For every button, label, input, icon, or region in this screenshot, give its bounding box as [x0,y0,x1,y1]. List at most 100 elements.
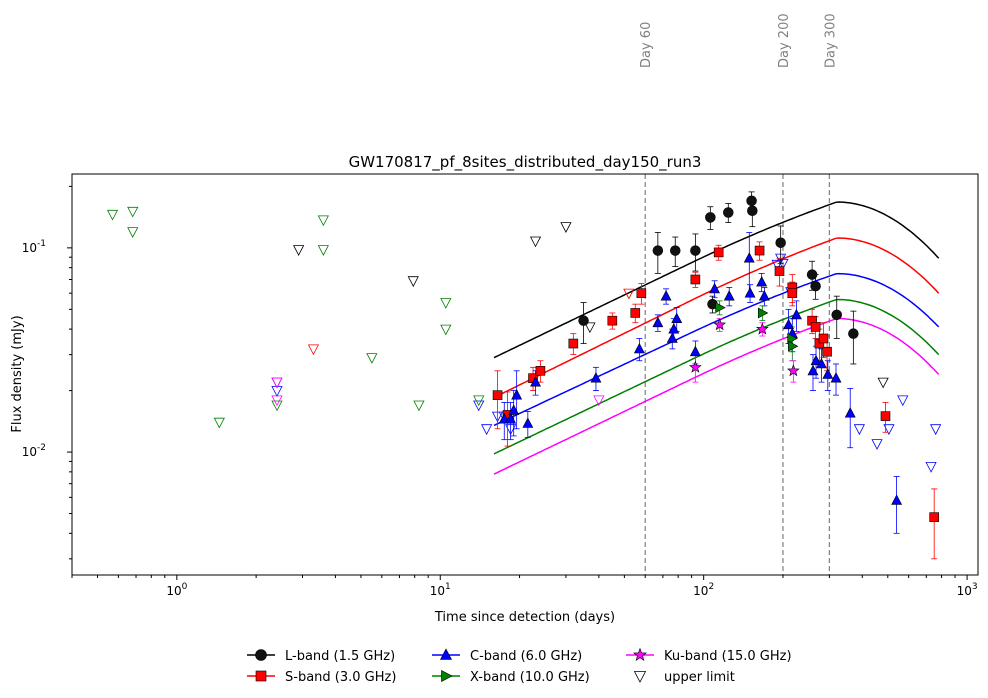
upper-limit-marker [593,395,605,407]
upper-limit-marker [271,377,283,389]
data-point [713,318,727,331]
upper-limit-marker [871,439,883,450]
chart-title: GW170817_pf_8sites_distributed_day150_ru… [349,153,702,172]
data-point [666,332,678,343]
upper-limit-marker [366,353,378,364]
data-point [705,212,716,223]
y-tick-label: 10-1 [22,239,46,255]
y-tick-label: 10-2 [22,443,46,459]
data-point [746,195,757,207]
data-point [807,364,819,376]
upper-limit-marker [877,377,889,389]
y-axis: 10-2 10-1 [22,185,72,560]
legend-marker [440,648,452,660]
vline-label: Day 300 [823,13,838,68]
data-point [660,290,672,301]
x-axis: 100 101 102 103 [71,575,978,598]
data-point [831,309,842,321]
data-point [810,354,822,366]
data-point [492,390,503,400]
data-point [806,269,818,280]
upper-limit-marker [307,344,320,356]
data-point [669,245,681,256]
data-point [689,345,701,357]
data-point [848,328,859,339]
upper-limit-marker [883,424,895,436]
data-point [578,315,589,326]
data-point [723,290,735,301]
data-point [590,372,602,383]
data-point [744,287,756,298]
legend-marker [255,670,267,682]
data-point [891,494,903,505]
data-point [774,266,785,276]
legend-entry: upper limit [633,670,735,685]
model-curve-layer [493,201,940,475]
legend-label: X-band (10.0 GHz) [470,670,590,685]
data-point [830,372,842,383]
data-point [787,288,798,298]
data-point [810,280,821,292]
upper-limit-marker [529,236,542,248]
legend-entry: S-band (3.0 GHz) [247,670,396,685]
data-point [690,274,701,285]
x-tick-label: 103 [957,582,978,598]
data-point [929,512,939,522]
model-curve [493,272,940,427]
upper-limit-marker [473,400,485,412]
data-point [530,376,541,387]
data-point-layer [492,195,939,522]
data-point [787,340,799,352]
upper-limit-marker [481,424,493,436]
legend-label: C-band (6.0 GHz) [470,649,582,664]
upper-limit-marker [623,288,635,300]
data-point [630,308,641,318]
data-point [713,247,724,258]
errorbar-layer [494,191,938,560]
upper-limit-marker [413,400,425,412]
data-point [754,245,765,256]
legend-label: S-band (3.0 GHz) [285,670,396,685]
data-point [688,360,702,373]
data-point [522,417,534,428]
data-point [756,276,768,287]
data-point [652,316,664,328]
upper-limit-marker [440,298,452,309]
x-tick-label: 100 [166,582,187,598]
data-point [690,245,701,256]
data-point [758,290,770,301]
data-point [818,333,829,344]
data-point [880,411,891,421]
data-point [568,338,579,349]
data-point [816,357,827,369]
upper-limit-marker [560,222,572,233]
data-point [844,407,856,418]
legend-entry: C-band (6.0 GHz) [432,648,582,664]
upper-limit-marker [271,377,283,389]
x-tick-label: 101 [430,582,451,598]
data-point [743,252,755,263]
model-curve [493,237,940,399]
legend: L-band (1.5 GHz) S-band (3.0 GHz) C-band (… [247,647,792,685]
upper-limit-marker [897,395,909,407]
data-point [505,413,517,424]
data-point [607,315,618,326]
legend-label: upper limit [664,670,735,685]
data-point [508,404,520,415]
legend-marker [633,671,647,683]
data-point [787,333,798,344]
legend-label: Ku-band (15.0 GHz) [664,649,792,664]
upper-limit-marker [271,395,283,407]
upper-limit-marker [473,395,485,407]
vline-label-layer: Day 60 Day 200 Day 300 [639,13,838,68]
data-point [747,205,758,216]
x-tick-label: 102 [693,582,714,598]
data-point [668,323,680,334]
data-point [757,307,769,319]
vline-label: Day 200 [777,13,792,68]
upper-limit-marker [407,276,419,288]
upper-limit-marker [106,209,119,221]
legend-entry: X-band (10.0 GHz) [432,670,590,685]
data-point [636,288,647,298]
